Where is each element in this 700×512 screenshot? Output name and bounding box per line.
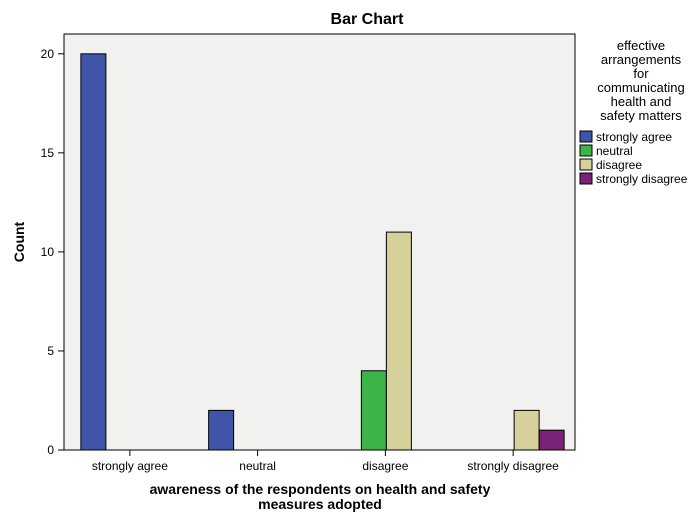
y-tick-label: 10	[41, 245, 55, 259]
legend-title-line-3: for	[633, 66, 649, 81]
x-axis: strongly agree neutral disagree strongly di…	[92, 450, 559, 473]
y-tick-label: 5	[47, 344, 54, 358]
y-axis: 0 5 10 15 20	[41, 47, 64, 457]
y-tick-label: 20	[41, 47, 55, 61]
plot-area	[63, 33, 576, 451]
bar-neutral-disagree	[360, 370, 387, 451]
bars-group	[80, 53, 565, 451]
legend-label-disagree: disagree	[596, 158, 642, 172]
x-tick-label: strongly agree	[92, 459, 168, 473]
x-axis-label-line-2: measures adopted	[258, 496, 382, 512]
legend: effective arrangements for communicating…	[579, 38, 688, 186]
y-tick-label: 0	[47, 443, 54, 457]
chart-title: Bar Chart	[331, 11, 405, 28]
legend-swatch-disagree	[579, 158, 593, 171]
x-tick-label: strongly disagree	[467, 459, 559, 473]
legend-swatch-neutral	[579, 144, 593, 157]
legend-swatch-strongly-disagree	[579, 172, 593, 185]
y-tick-label: 15	[41, 146, 55, 160]
legend-title-line-5: health and	[611, 94, 672, 109]
bar-strongly-disagree-strongly-disagree	[538, 429, 565, 451]
x-tick-label: neutral	[239, 459, 276, 473]
legend-label-strongly-agree: strongly agree	[596, 130, 672, 144]
legend-swatch-strongly-agree	[579, 130, 593, 143]
legend-label-neutral: neutral	[596, 144, 633, 158]
legend-label-strongly-disagree: strongly disagree	[596, 172, 688, 186]
y-axis-label: Count	[11, 221, 27, 262]
x-tick-label: disagree	[362, 459, 408, 473]
bar-disagree-disagree	[385, 231, 412, 451]
legend-title-line-1: effective	[617, 38, 665, 53]
bar-disagree-strongly-disagree	[513, 409, 540, 451]
bar-strongly-agree-neutral	[208, 409, 235, 451]
legend-title-line-4: communicating	[597, 80, 684, 95]
legend-title-line-6: safety matters	[600, 108, 682, 123]
x-axis-label-line-1: awareness of the respondents on health a…	[150, 481, 491, 497]
legend-title-line-2: arrangements	[601, 52, 682, 67]
bar-strongly-agree-strongly-agree	[80, 53, 107, 451]
